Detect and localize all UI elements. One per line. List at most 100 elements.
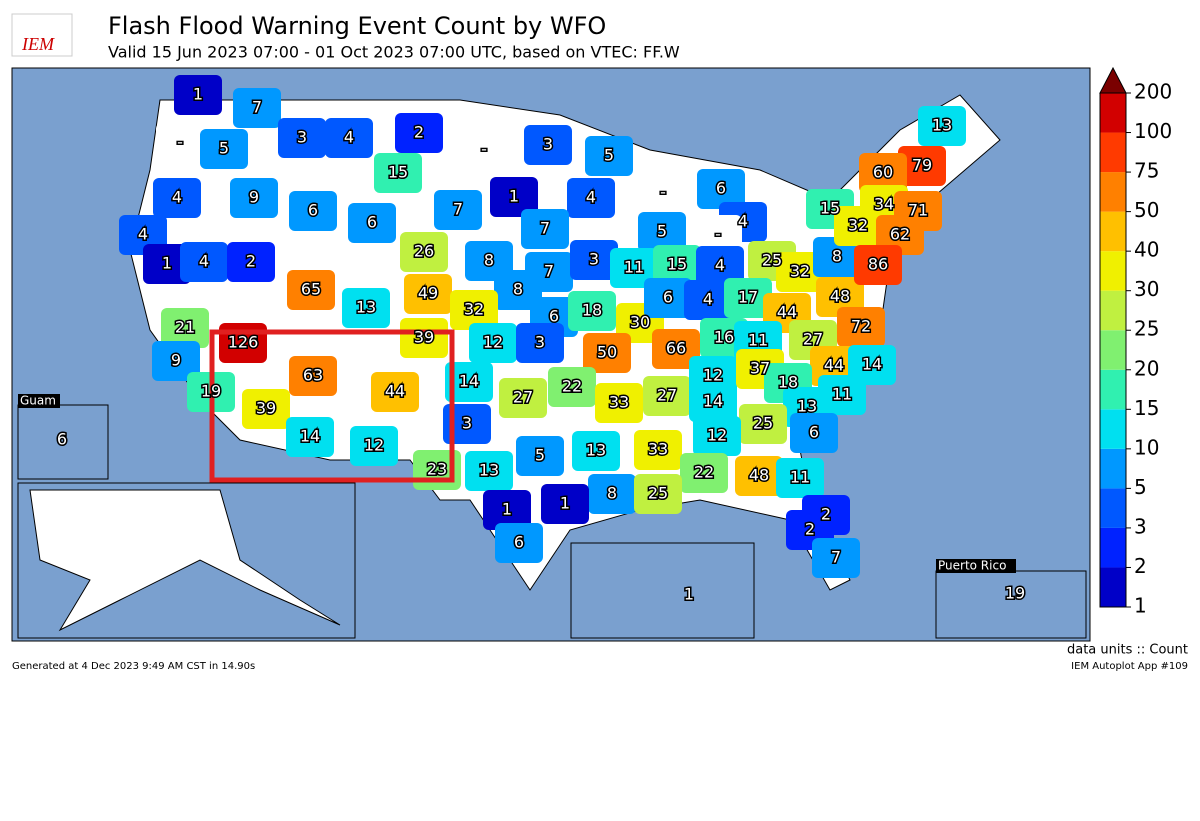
pr-label-bg — [936, 559, 1016, 573]
colorbar-label: 3 — [1134, 514, 1147, 538]
highlight-box — [209, 329, 455, 483]
wfo-region — [174, 75, 222, 115]
wfo-count: 65 — [301, 280, 321, 299]
wfo-region — [286, 417, 334, 457]
wfo-count: 48 — [830, 287, 850, 306]
wfo-count: 1 — [560, 494, 570, 513]
wfo-count: 3 — [535, 333, 545, 352]
wfo-count: 8 — [607, 484, 617, 503]
wfo-count: 6 — [514, 533, 524, 552]
wfo-region — [278, 118, 326, 158]
wfo-count: 6 — [809, 423, 819, 442]
wfo-region — [634, 474, 682, 514]
wfo-count: 18 — [778, 373, 798, 392]
wfo-count: 15 — [820, 199, 840, 218]
title: Flash Flood Warning Event Count by WFO — [108, 12, 606, 40]
wfo-region — [460, 130, 508, 170]
wfo-count: 12 — [483, 333, 503, 352]
wfo-count: 11 — [790, 468, 810, 487]
wfo-count: 30 — [630, 313, 650, 332]
wfo-region — [644, 278, 692, 318]
colorbar-label: 40 — [1134, 238, 1159, 262]
wfo-count: 66 — [666, 339, 686, 358]
colorbar-label: 1 — [1134, 594, 1147, 618]
wfo-region — [652, 329, 700, 369]
colorbar-swatch — [1100, 409, 1126, 449]
wfo-count: 9 — [171, 351, 181, 370]
wfo-region — [342, 288, 390, 328]
wfo-region — [724, 278, 772, 318]
wfo-count: 25 — [648, 484, 668, 503]
wfo-count: 14 — [703, 392, 723, 411]
wfo-count: 11 — [832, 385, 852, 404]
generated: Generated at 4 Dec 2023 9:49 AM CST in 1… — [12, 661, 255, 672]
wfo-count: 86 — [868, 255, 888, 274]
colorbar-swatch — [1100, 567, 1126, 607]
wfo-count: 7 — [252, 98, 262, 117]
wfo-count: 22 — [694, 463, 714, 482]
wfo-count: 13 — [586, 441, 606, 460]
wfo-count: 11 — [624, 258, 644, 277]
colorbar-label: 25 — [1134, 317, 1159, 341]
wfo-region — [404, 274, 452, 314]
wfo-region — [790, 413, 838, 453]
wfo-region — [230, 178, 278, 218]
wfo-region — [854, 245, 902, 285]
wfo-region — [156, 123, 204, 163]
wfo-count: 13 — [797, 397, 817, 416]
wfo-region — [583, 333, 631, 373]
guam-label-bg — [18, 394, 60, 408]
wfo-region — [289, 191, 337, 231]
colorbar-swatch — [1100, 211, 1126, 252]
wfo-region — [572, 431, 620, 471]
wfo-region — [152, 341, 200, 381]
wfo-region — [595, 383, 643, 423]
wfo-count: 14 — [862, 355, 882, 374]
wfo-region — [567, 178, 615, 218]
wfo-count: 44 — [824, 356, 844, 375]
colorbar-swatch — [1100, 172, 1126, 212]
wfo-count: 14 — [459, 372, 479, 391]
wfo-count: 2 — [821, 505, 831, 524]
wfo-count: 8 — [484, 251, 494, 270]
wfo-region — [350, 426, 398, 466]
wfo-region — [289, 356, 337, 396]
wfo-region — [634, 430, 682, 470]
wfo-count: 79 — [912, 156, 932, 175]
wfo-count: 6 — [663, 288, 673, 307]
wfo-count: 1 — [684, 585, 694, 604]
wfo-count: 15 — [667, 255, 687, 274]
colorbar-swatch — [1100, 448, 1126, 489]
colorbar-label: 100 — [1134, 119, 1172, 143]
colorbar-swatch — [1100, 251, 1126, 291]
wfo-region — [521, 209, 569, 249]
wfo-region — [643, 376, 691, 416]
wfo-count: - — [715, 225, 721, 244]
wfo-count: 9 — [249, 188, 259, 207]
guam-label: Guam — [20, 394, 56, 408]
wfo-count: 5 — [604, 146, 614, 165]
wfo-region — [143, 244, 191, 284]
wfo-count: 4 — [344, 128, 354, 147]
wfo-count: 2 — [805, 520, 815, 539]
wfo-region — [776, 252, 824, 292]
wfo-count: 6 — [57, 430, 67, 449]
wfo-count: 7 — [544, 262, 554, 281]
hawaii-inset — [570, 542, 755, 639]
wfo-region — [585, 136, 633, 176]
wfo-count: 13 — [479, 461, 499, 480]
wfo-region — [818, 375, 866, 415]
wfo-count: 5 — [657, 222, 667, 241]
wfo-count: 1 — [509, 187, 519, 206]
colorbar-label: 200 — [1134, 80, 1172, 104]
wfo-region — [693, 416, 741, 456]
wfo-region — [735, 456, 783, 496]
wfo-count: 1 — [502, 500, 512, 519]
wfo-count: 12 — [364, 436, 384, 455]
wfo-region — [516, 323, 564, 363]
wfo-count: 44 — [385, 382, 405, 401]
wfo-region — [696, 246, 744, 286]
wfo-count: 18 — [582, 301, 602, 320]
wfo-count: 1 — [162, 254, 172, 273]
